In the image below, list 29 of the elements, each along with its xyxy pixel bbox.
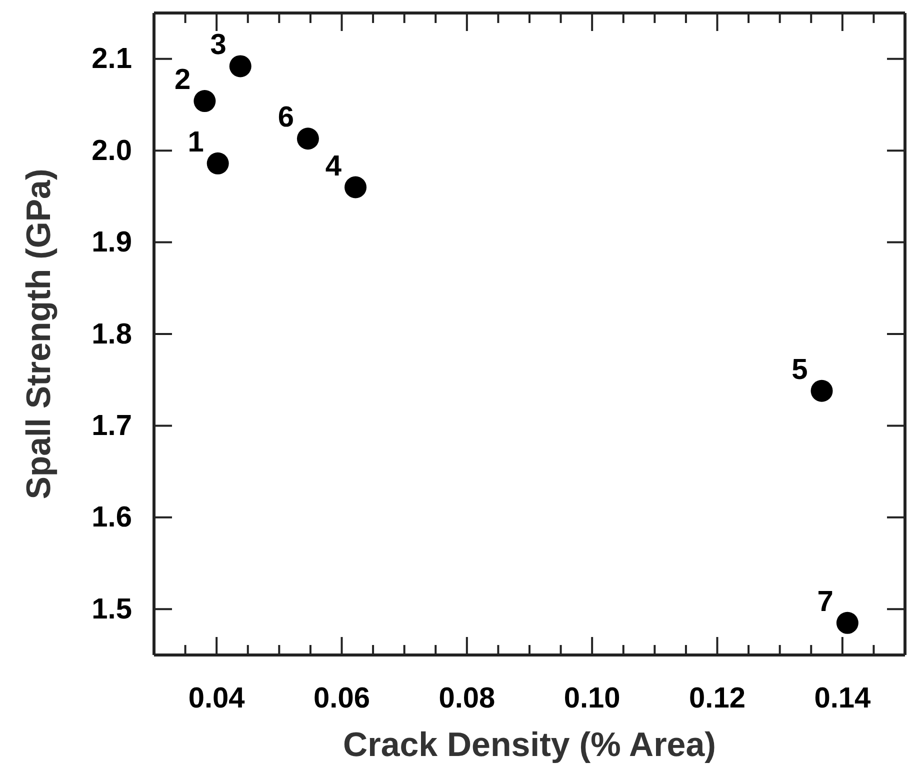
x-tick-label: 0.10: [564, 682, 620, 715]
annotation: 2: [174, 64, 191, 96]
y-tick-label: 2.0: [92, 134, 132, 167]
y-tick-label: 1.6: [92, 502, 132, 534]
y-tick-label: 1.9: [92, 226, 132, 259]
annotation: 6: [278, 102, 294, 134]
x-tick-label: 0.14: [814, 682, 871, 715]
point: [810, 380, 833, 402]
y-axis-title: Spall Strength (GPa): [20, 168, 58, 500]
point: [194, 90, 216, 112]
x-tick-label: 0.12: [689, 682, 746, 715]
point: [836, 612, 858, 634]
y-tick-label: 1.7: [92, 410, 132, 442]
point: [229, 55, 252, 78]
x-tick-label: 0.04: [188, 682, 245, 715]
point: [296, 128, 319, 150]
point: [206, 152, 229, 174]
annotation: 7: [817, 586, 834, 618]
annotation: 4: [325, 150, 342, 182]
x-tick-label: 0.08: [438, 682, 496, 715]
point: [344, 176, 367, 198]
y-tick-label: 1.5: [92, 593, 132, 626]
y-tick-label: 1.8: [92, 318, 132, 350]
x-tick-label: 0.06: [314, 682, 370, 715]
y-tick-label: 2.1: [92, 43, 132, 76]
annotation: 5: [792, 354, 808, 386]
annotation: 1: [188, 126, 204, 158]
annotation: 3: [210, 29, 226, 62]
x-axis-title: Crack Density (% Area): [343, 726, 716, 764]
